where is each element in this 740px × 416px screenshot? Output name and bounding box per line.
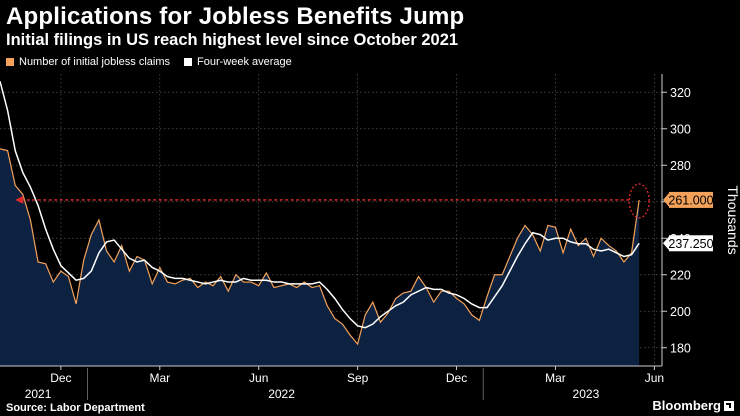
x-year-label: 2021	[25, 387, 52, 401]
chart-title: Applications for Jobless Benefits Jump	[6, 3, 465, 30]
latest-claims-label-pointer	[663, 191, 670, 208]
highlight-ellipse	[628, 183, 650, 219]
legend-label-average: Four-week average	[197, 56, 292, 68]
y-tick-label: 200	[670, 305, 691, 319]
latest-claims-label-box	[669, 191, 713, 208]
legend-label-claims: Number of initial jobless claims	[19, 56, 170, 68]
x-tick-label: Dec	[446, 371, 467, 385]
legend-item-claims: Number of initial jobless claims	[6, 56, 170, 68]
latest-average-label: 237.250	[668, 237, 713, 251]
x-tick-label: Sep	[347, 371, 369, 385]
source-note: Source: Labor Department	[6, 402, 145, 414]
external-link-icon[interactable]	[724, 400, 734, 411]
x-tick-label: Mar	[149, 371, 170, 385]
reference-arrowhead	[15, 195, 24, 204]
chart-subtitle: Initial filings in US reach highest leve…	[6, 31, 459, 49]
x-tick-label: Dec	[50, 371, 71, 385]
y-tick-label: 220	[670, 268, 691, 282]
brand-name: Bloomberg	[652, 398, 721, 413]
legend-item-average: Four-week average	[184, 56, 292, 68]
claims-area	[0, 148, 640, 366]
y-tick-label: 320	[670, 86, 691, 100]
latest-claims-label: 261.000	[668, 193, 713, 207]
x-year-label: 2022	[268, 387, 295, 401]
average-line	[0, 81, 640, 329]
y-axis-label: Thousands	[725, 185, 740, 254]
x-year-label: 2023	[573, 387, 600, 401]
brand-mark[interactable]: Bloomberg	[652, 398, 734, 413]
legend-swatch-average	[184, 58, 192, 66]
latest-average-label-box	[669, 235, 713, 252]
x-tick-label: Mar	[545, 371, 566, 385]
chart-legend: Number of initial jobless claims Four-we…	[6, 56, 306, 68]
y-tick-label: 180	[670, 341, 691, 355]
x-tick-label: Jun	[249, 371, 268, 385]
x-tick-label: Jun	[645, 371, 664, 385]
claims-line	[0, 148, 640, 346]
y-tick-label: 280	[670, 159, 691, 173]
legend-swatch-claims	[6, 58, 14, 66]
y-tick-label: 300	[670, 122, 691, 136]
latest-average-label-pointer	[663, 235, 670, 252]
